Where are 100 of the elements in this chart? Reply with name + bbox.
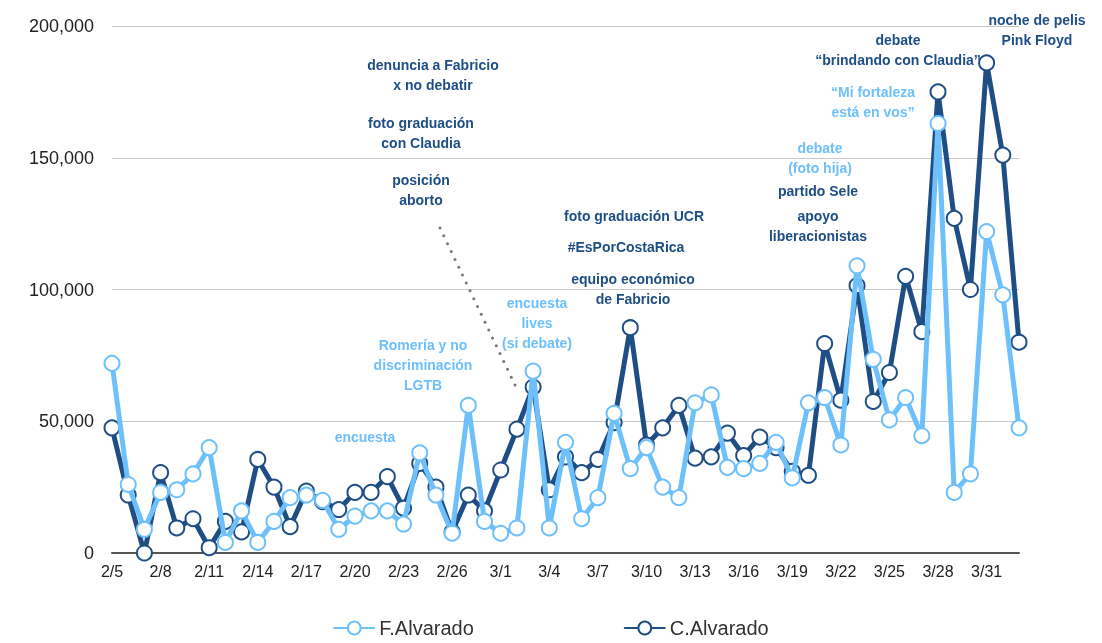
- point: [492, 461, 510, 479]
- y-tick-label: 0: [83, 543, 94, 563]
- x-tick-label: 2/5: [100, 562, 124, 580]
- point: [621, 319, 639, 337]
- point: [848, 257, 866, 275]
- point: [897, 267, 915, 285]
- y-tick-label: 200,000: [28, 16, 94, 36]
- point: [961, 281, 979, 298]
- point: [265, 478, 283, 496]
- annotation: encuesta lives (si debate): [501, 295, 573, 351]
- point: [459, 486, 477, 504]
- point: [751, 454, 769, 472]
- point: [670, 396, 688, 414]
- point: [459, 396, 477, 414]
- point: [897, 389, 915, 407]
- annotation: equipo económico de Fabricio: [571, 271, 695, 307]
- annotation: “Mi fortaleza está en vos”: [830, 84, 916, 120]
- point: [103, 354, 121, 372]
- point: [184, 465, 202, 483]
- point: [686, 449, 704, 467]
- point: [411, 444, 429, 462]
- point: [200, 539, 218, 557]
- point: [767, 433, 785, 451]
- point: [735, 460, 753, 478]
- point: [702, 386, 720, 404]
- x-tick-label: 3/19: [776, 562, 808, 580]
- x-tick-label: 3/16: [728, 562, 760, 580]
- annotation: partido Sele: [777, 183, 859, 199]
- point: [929, 115, 947, 132]
- point: [378, 502, 396, 520]
- point: [945, 209, 963, 227]
- point: [913, 427, 931, 445]
- point: [702, 448, 720, 466]
- point: [265, 512, 283, 530]
- point: [832, 436, 850, 454]
- point: [751, 428, 769, 446]
- x-tick-label: 2/14: [242, 562, 274, 580]
- point: [378, 468, 396, 486]
- point: [395, 515, 413, 533]
- x-tick-label: 2/20: [339, 562, 371, 580]
- point: [297, 486, 315, 504]
- point: [362, 502, 380, 520]
- x-tick-label: 3/7: [586, 562, 610, 580]
- annotation: apoyo liberacionistas: [768, 208, 868, 244]
- point: [281, 489, 299, 507]
- point: [508, 519, 526, 537]
- point: [233, 523, 251, 541]
- point: [508, 420, 526, 438]
- point: [799, 466, 817, 484]
- point: [216, 533, 234, 551]
- x-tick-label: 3/13: [679, 562, 711, 580]
- point: [330, 520, 348, 538]
- point: [281, 518, 299, 536]
- point: [152, 464, 170, 482]
- annotation: debate “brindando con Claudia”: [815, 32, 981, 68]
- x-tick-label: 3/4: [538, 562, 561, 580]
- point: [573, 510, 591, 528]
- y-tick-label: 50,000: [38, 411, 94, 432]
- point: [1010, 333, 1028, 351]
- point: [540, 519, 558, 537]
- point: [427, 486, 445, 504]
- annotation: foto graduación con Claudia: [368, 115, 474, 151]
- point: [978, 223, 996, 241]
- legend-label: C.Alvarado: [669, 617, 769, 639]
- point: [929, 83, 947, 101]
- point: [799, 394, 817, 412]
- point: [103, 419, 121, 437]
- annotation: Romería y no discriminación LGTB: [373, 337, 473, 393]
- annotation: noche de pelis Pink Floyd: [988, 12, 1086, 48]
- point: [864, 392, 882, 410]
- point: [119, 475, 137, 493]
- y-tick-label: 100,000: [28, 279, 94, 300]
- y-tick-label: 150,000: [28, 147, 94, 168]
- x-tick-label: 2/23: [387, 562, 420, 580]
- point: [864, 350, 882, 368]
- point: [557, 433, 574, 451]
- point: [152, 483, 170, 501]
- point: [135, 520, 153, 538]
- annotation: #EsPorCostaRica: [567, 239, 685, 255]
- point: [362, 483, 380, 501]
- point: [492, 524, 510, 542]
- point: [200, 439, 218, 457]
- point: [880, 364, 898, 381]
- point: [880, 411, 898, 429]
- point: [589, 489, 607, 507]
- point: [605, 404, 623, 422]
- point: [249, 533, 267, 551]
- annotation: debate (foto hija): [788, 140, 852, 176]
- point: [168, 481, 186, 499]
- point: [994, 286, 1012, 304]
- point: [718, 458, 736, 476]
- point: [670, 489, 688, 507]
- point: [184, 510, 202, 528]
- point: [168, 519, 186, 537]
- point: [573, 464, 591, 482]
- point: [346, 507, 364, 525]
- x-tick-label: 3/28: [922, 562, 954, 580]
- x-tick-label: 2/26: [436, 562, 468, 580]
- annotation: foto graduación UCR: [564, 208, 704, 224]
- annotation: denuncia a Fabricio x no debatir: [367, 57, 499, 93]
